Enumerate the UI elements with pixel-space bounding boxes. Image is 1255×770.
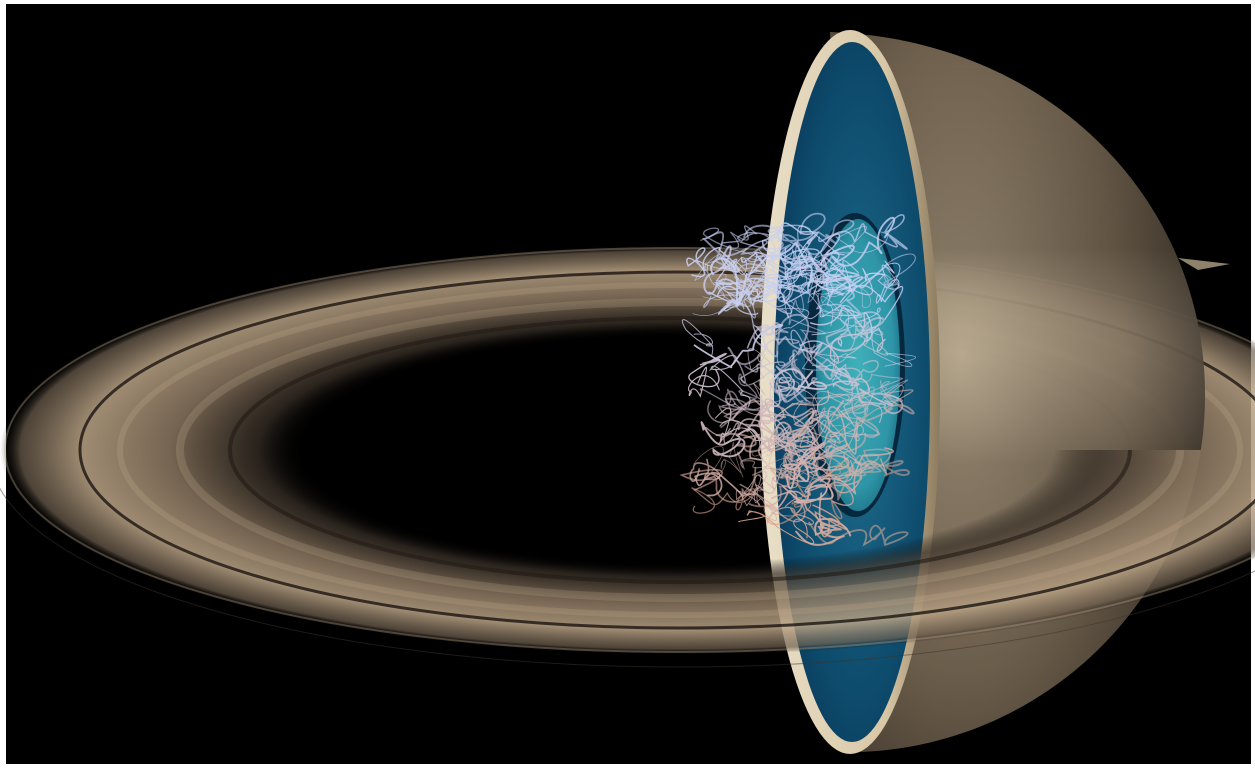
field-line	[765, 317, 885, 354]
field-line	[826, 394, 915, 457]
field-line	[732, 352, 804, 384]
ring-system-front	[0, 450, 1255, 668]
field-line	[743, 212, 826, 247]
field-line	[775, 285, 846, 336]
field-line	[820, 257, 886, 289]
field-line	[688, 366, 720, 398]
field-line	[699, 358, 798, 411]
field-line	[732, 398, 816, 448]
field-line	[700, 225, 757, 249]
field-line	[784, 233, 841, 272]
field-line	[703, 264, 791, 310]
field-line	[799, 219, 855, 256]
field-line	[721, 232, 784, 262]
field-line	[708, 285, 741, 315]
field-line	[769, 365, 800, 408]
field-line	[703, 245, 753, 307]
field-line	[795, 226, 888, 292]
field-line	[773, 273, 814, 315]
field-line	[744, 363, 808, 402]
field-line	[708, 355, 751, 408]
field-line	[707, 398, 748, 429]
field-line	[769, 243, 833, 280]
field-line	[729, 248, 830, 267]
field-line	[764, 426, 863, 467]
field-line	[826, 216, 896, 267]
field-line	[721, 388, 764, 427]
field-line	[693, 254, 727, 300]
field-line	[839, 387, 883, 427]
field-line	[745, 275, 904, 320]
field-line	[788, 284, 826, 356]
field-line	[769, 347, 836, 397]
field-line	[693, 323, 783, 369]
field-line	[714, 407, 785, 450]
field-line	[825, 262, 901, 304]
field-line	[778, 387, 868, 421]
field-line	[828, 389, 914, 450]
field-line	[812, 379, 909, 436]
field-line	[818, 214, 908, 250]
field-line	[737, 398, 840, 440]
field-line	[740, 224, 812, 263]
field-line	[791, 410, 858, 443]
field-line	[735, 278, 770, 319]
field-line	[765, 329, 813, 362]
field-line	[828, 385, 881, 442]
field-line	[681, 319, 714, 357]
field-line	[817, 294, 916, 367]
field-line	[832, 378, 894, 407]
field-line	[701, 231, 748, 273]
field-line	[802, 274, 856, 329]
field-line	[716, 256, 775, 307]
